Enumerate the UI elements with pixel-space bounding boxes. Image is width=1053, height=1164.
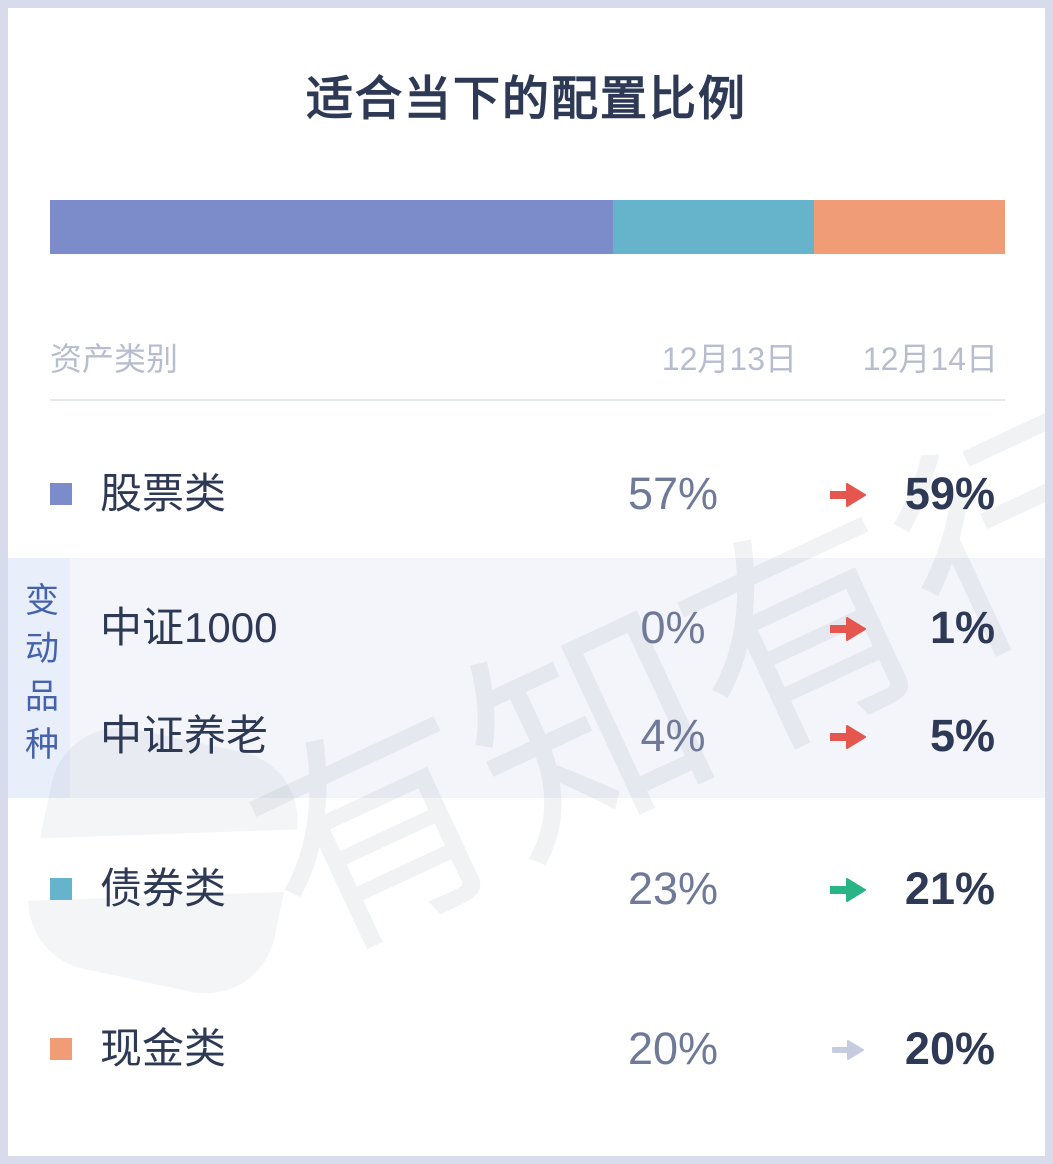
trend-flat-arrow-icon	[830, 1037, 866, 1063]
table-row-stock: 股票类 57% 59%	[50, 468, 1005, 520]
table-header: 资产类别 12月13日 12月14日	[50, 334, 1005, 378]
header-date-dec14: 12月14日	[862, 341, 998, 377]
table-row-csi1000: 中证1000 0% 1%	[50, 602, 1005, 654]
legend-marker-stock	[50, 483, 72, 505]
bar-segment-stock	[50, 200, 614, 254]
row-label: 中证养老	[100, 712, 269, 759]
table-row-csi-pension: 中证养老 4% 5%	[50, 710, 1005, 762]
changed-items-label: 变动品种	[19, 582, 58, 774]
row-old-value: 57%	[627, 468, 719, 519]
changed-items-band: 变动品种	[8, 558, 1045, 798]
row-label: 股票类	[100, 470, 227, 517]
trend-up-arrow-icon	[830, 724, 866, 750]
trend-down-arrow-icon	[830, 877, 866, 903]
row-new-value: 59%	[904, 468, 995, 519]
legend-marker-bond	[50, 878, 72, 900]
row-label: 债券类	[100, 865, 227, 912]
page-title: 适合当下的配置比例	[306, 72, 747, 125]
legend-marker-cash	[50, 1038, 72, 1060]
bar-segment-bond	[613, 200, 814, 254]
row-label: 现金类	[100, 1025, 227, 1072]
allocation-card: 适合当下的配置比例 资产类别 12月13日 12月14日 变动品种 有知有行 股…	[8, 8, 1045, 1156]
header-date-dec13: 12月13日	[661, 341, 797, 377]
table-row-bond: 债券类 23% 21%	[50, 863, 1005, 915]
header-divider	[50, 399, 1005, 401]
row-old-value: 0%	[640, 602, 706, 653]
table-row-cash: 现金类 20% 20%	[50, 1023, 1005, 1075]
row-new-value: 5%	[929, 710, 995, 761]
row-new-value: 21%	[904, 863, 995, 914]
row-old-value: 20%	[627, 1023, 719, 1074]
row-label: 中证1000	[100, 604, 278, 651]
trend-up-arrow-icon	[830, 482, 866, 508]
bar-segment-cash	[813, 200, 1005, 254]
row-old-value: 23%	[627, 863, 719, 914]
allocation-stacked-bar	[50, 200, 1005, 254]
changed-items-strip: 变动品种	[8, 558, 70, 798]
row-new-value: 1%	[929, 602, 995, 653]
header-asset-category: 资产类别	[50, 341, 179, 377]
row-old-value: 4%	[640, 710, 706, 761]
row-new-value: 20%	[904, 1023, 995, 1074]
trend-up-arrow-icon	[830, 616, 866, 642]
